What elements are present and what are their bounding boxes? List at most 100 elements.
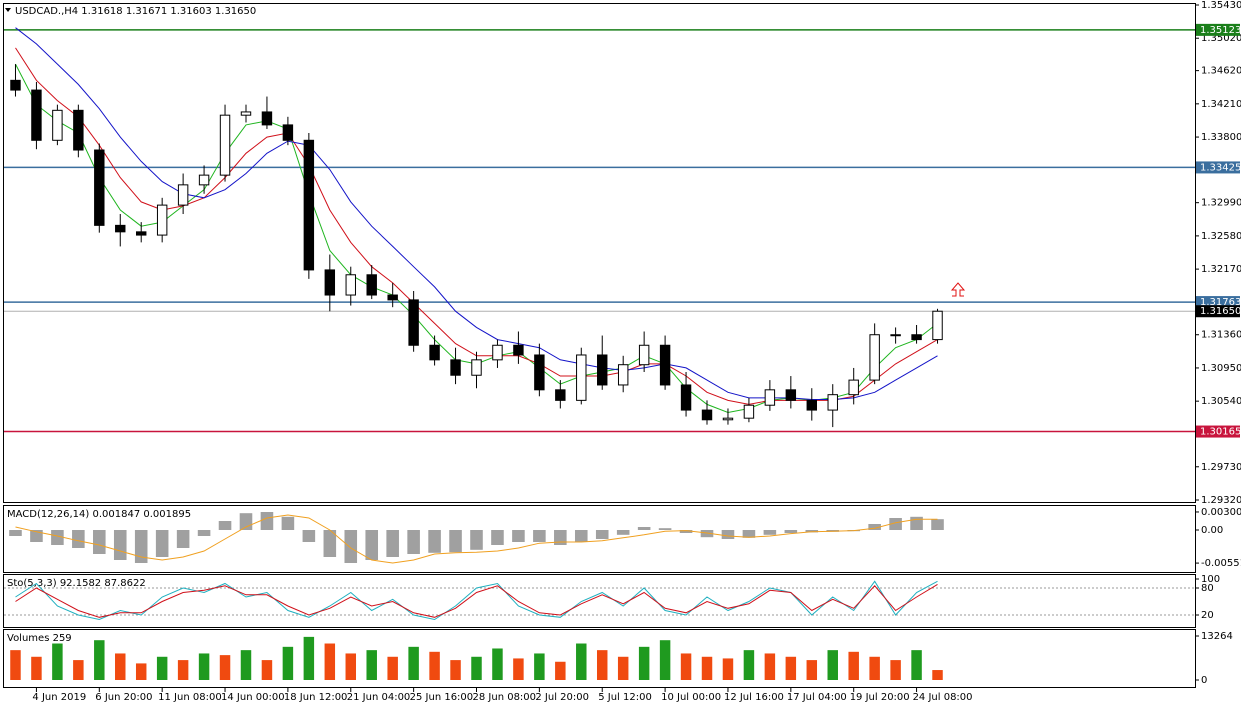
volume-bar (156, 656, 168, 680)
macd-bar (197, 530, 211, 536)
macd-bar (931, 519, 944, 530)
stochastic-line (15, 580, 938, 621)
stochastic-pane (3, 574, 1196, 628)
x-tick-label: 25 Jun 16:00 (410, 692, 474, 703)
x-tick-label: 2 Jul 20:00 (535, 692, 589, 703)
candle-body (408, 299, 419, 346)
volume-bar (219, 655, 231, 680)
candle-body (806, 399, 818, 411)
volume-bar (513, 658, 524, 680)
x-tick-label: 12 Jul 16:00 (724, 692, 784, 703)
macd-bar (155, 530, 169, 557)
candle-body (680, 384, 692, 411)
x-tick-label: 11 Jun 08:00 (158, 692, 222, 703)
y-tick-label: 1.32580 (1201, 231, 1241, 242)
volume-bar (198, 653, 210, 680)
macd-bar (658, 528, 672, 530)
macd-bar (386, 530, 399, 557)
macd-bar (30, 530, 43, 542)
macd-bar (784, 530, 798, 533)
y-tick-label: 1.30950 (1201, 363, 1241, 374)
y-tick-label: 20 (1201, 610, 1214, 621)
stochastic-line (15, 583, 938, 618)
candle-body (659, 344, 671, 386)
level-label-bg (1196, 425, 1240, 438)
volume-bar (429, 651, 440, 680)
volume-bar (932, 670, 943, 680)
volume-bar (764, 653, 776, 680)
y-tick-label: 1.29730 (1201, 462, 1241, 473)
candle-body (303, 139, 315, 271)
candle-body (764, 389, 776, 406)
y-tick-label: 100 (1201, 574, 1220, 585)
macd-title: MACD(12,26,14) 0.001847 0.001895 (7, 509, 191, 520)
candle-body (10, 79, 21, 91)
x-tick-label: 10 Jul 00:00 (661, 692, 721, 703)
y-tick-label: 1.34620 (1201, 66, 1241, 77)
x-tick-label: 5 Jul 12:00 (598, 692, 652, 703)
volume-bar (827, 650, 838, 680)
price-pane (3, 3, 1196, 503)
y-tick-label: 0.00 (1201, 525, 1223, 536)
volume-bar (135, 663, 147, 680)
y-tick-label: 0 (1201, 675, 1207, 686)
y-tick-label: -0.005514 (1201, 558, 1241, 569)
candle-body (911, 334, 922, 341)
macd-bar (260, 512, 274, 530)
volume-bar (534, 653, 545, 680)
y-tick-label: 1.30540 (1201, 396, 1241, 407)
volume-bar (324, 643, 336, 680)
volume-pane (3, 629, 1196, 688)
volume-bar (450, 660, 461, 680)
candle-body (617, 364, 629, 386)
macd-bar (595, 530, 609, 539)
volume-bar (890, 660, 901, 680)
volume-bar (366, 650, 377, 680)
volume-bar (596, 650, 608, 680)
y-tick-label: 1.33800 (1201, 132, 1241, 143)
level-label: 1.31763 (1200, 297, 1241, 308)
volume-bar (73, 660, 84, 680)
candle-body (52, 109, 63, 141)
volume-bar (722, 658, 734, 680)
candle-body (324, 269, 336, 296)
x-tick-label: 6 Jun 20:00 (95, 692, 152, 703)
volume-bar (659, 640, 671, 680)
macd-bar (491, 530, 504, 545)
candle-body (555, 389, 566, 401)
candle-body (261, 111, 273, 126)
x-tick-label: 14 Jun 00:00 (221, 692, 285, 703)
macd-bar (51, 530, 64, 545)
macd-bar (365, 530, 379, 560)
y-tick-label: 1.29320 (1201, 495, 1241, 506)
macd-bar (344, 530, 358, 563)
candle-body (450, 359, 461, 376)
macd-bar (805, 530, 819, 533)
level-label: 1.35123 (1200, 25, 1241, 36)
y-tick-label: 1.32170 (1201, 264, 1241, 275)
volume-bar (303, 636, 315, 680)
volume-bar (555, 661, 566, 680)
volume-bar (869, 656, 880, 680)
y-tick-label: 1.31360 (1201, 330, 1241, 341)
y-tick-label: 1.32990 (1201, 198, 1241, 209)
candle-body (366, 274, 377, 296)
candle-body (827, 394, 838, 411)
volume-title: Volumes 259 (7, 633, 72, 644)
volume-bar (638, 646, 650, 680)
x-tick-label: 18 Jun 12:00 (284, 692, 348, 703)
macd-bar (428, 530, 441, 553)
x-tick-label: 17 Jul 04:00 (787, 692, 847, 703)
macd-bar (281, 516, 295, 530)
volume-bar (911, 650, 922, 680)
y-tick-label: 1.34210 (1201, 99, 1241, 110)
candle-body (177, 184, 189, 206)
candle-body (785, 389, 797, 401)
candle-body (156, 204, 168, 236)
candle-body (576, 354, 587, 401)
candle-body (94, 149, 105, 226)
x-tick-label: 28 Jun 08:00 (473, 692, 537, 703)
candle-body (597, 354, 608, 386)
